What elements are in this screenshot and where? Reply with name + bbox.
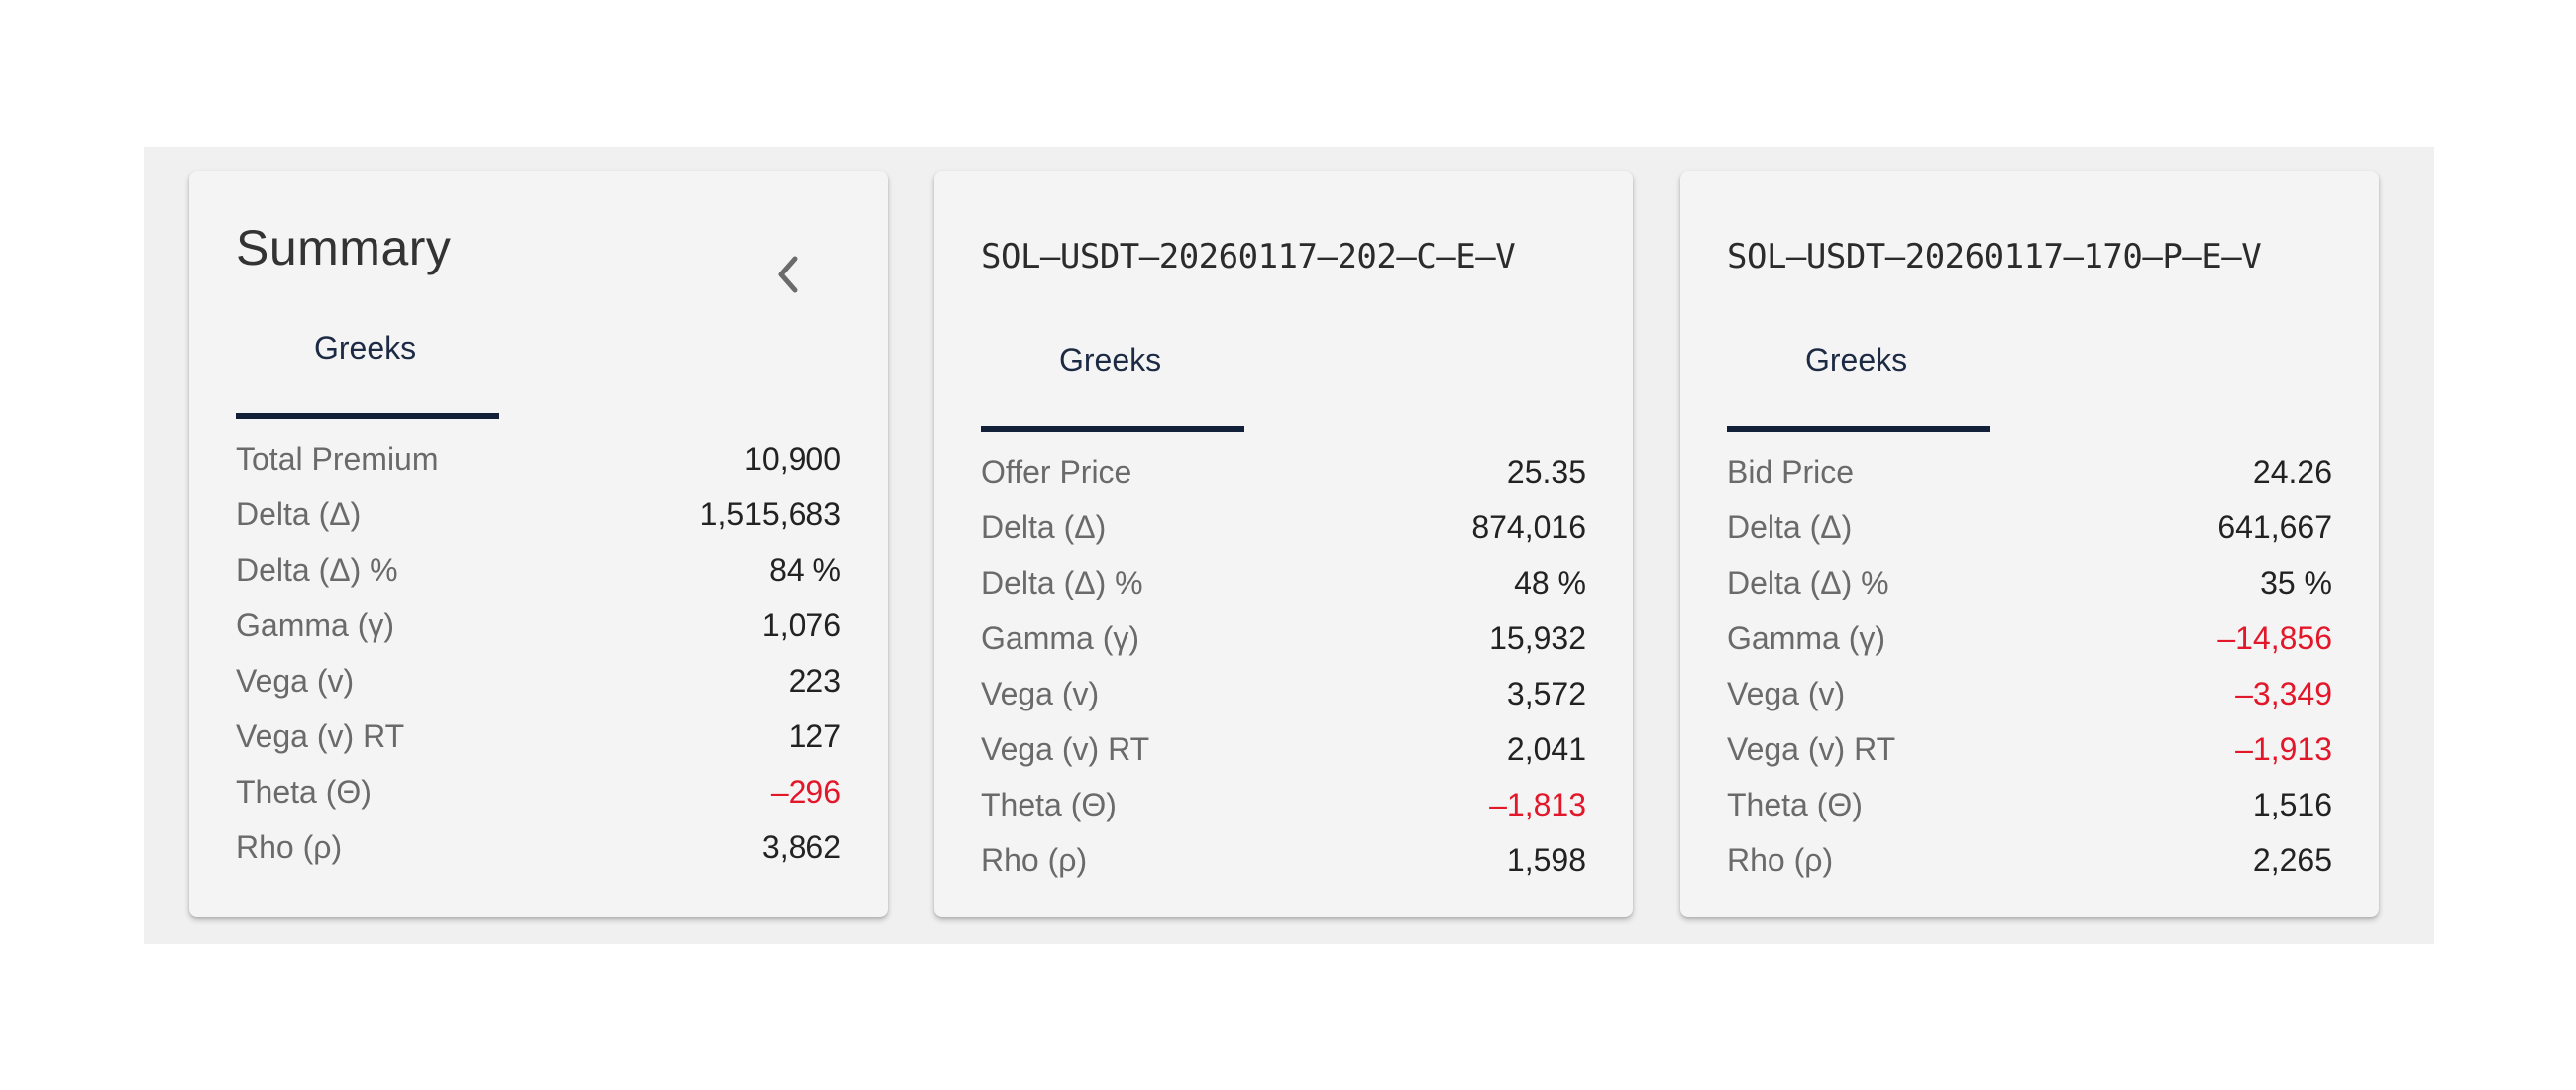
greek-label: Delta (Δ) <box>236 496 362 532</box>
greek-value: 15,932 <box>1489 620 1586 656</box>
greek-row: Rho (ρ) 3,862 <box>236 819 841 875</box>
greek-label: Vega (v) RT <box>1727 731 1896 767</box>
greek-value: –14,856 <box>2217 620 2332 656</box>
greek-value: 127 <box>788 718 841 754</box>
greek-value: –3,349 <box>2235 676 2332 711</box>
greek-label: Delta (Δ) % <box>981 565 1143 600</box>
summary-title: Summary <box>236 220 452 275</box>
greek-label: Total Premium <box>236 441 439 477</box>
greek-row: Gamma (γ) –14,856 <box>1727 610 2332 666</box>
greek-value: –296 <box>770 774 841 810</box>
greek-row: Vega (v) 3,572 <box>981 666 1586 721</box>
greek-row: Theta (Θ) –1,813 <box>981 777 1586 832</box>
greek-row: Vega (v) 223 <box>236 653 841 708</box>
greeks-list: Offer Price 25.35 Delta (Δ) 874,016 Delta (Δ… <box>981 444 1586 888</box>
greek-row: Delta (Δ) 874,016 <box>981 499 1586 555</box>
greek-row: Theta (Θ) 1,516 <box>1727 777 2332 832</box>
greek-row: Gamma (γ) 1,076 <box>236 598 841 653</box>
greek-label: Vega (v) RT <box>981 731 1150 767</box>
greek-value: –1,813 <box>1489 787 1586 822</box>
greek-label: Vega (v) <box>236 663 355 699</box>
greek-value: 3,572 <box>1506 676 1586 711</box>
greek-row: Delta (Δ) % 48 % <box>981 555 1586 610</box>
greek-value: 2,265 <box>2252 842 2332 878</box>
greek-value: 3,862 <box>761 829 841 865</box>
greek-row: Vega (v) RT –1,913 <box>1727 721 2332 777</box>
greek-value: 1,516 <box>2252 787 2332 822</box>
chevron-left-icon[interactable] <box>769 251 806 298</box>
greek-row: Theta (Θ) –296 <box>236 764 841 819</box>
greek-value: 641,667 <box>2217 509 2332 545</box>
greek-label: Delta (Δ) <box>981 509 1107 545</box>
greek-value: 1,515,683 <box>699 496 841 532</box>
greek-row: Gamma (γ) 15,932 <box>981 610 1586 666</box>
greek-value: 1,076 <box>761 607 841 643</box>
greeks-panel: Summary Greeks Total Premium 10,900 Delta … <box>144 147 2434 944</box>
tab-greeks-underline <box>981 426 1244 432</box>
greek-label: Vega (v) <box>981 676 1100 711</box>
greek-label: Rho (ρ) <box>236 829 343 865</box>
greek-row: Vega (v) RT 2,041 <box>981 721 1586 777</box>
greek-label: Bid Price <box>1727 454 1855 490</box>
greek-value: 24.26 <box>2252 454 2332 490</box>
greek-row: Delta (Δ) % 35 % <box>1727 555 2332 610</box>
greek-label: Rho (ρ) <box>981 842 1088 878</box>
greek-label: Gamma (γ) <box>236 607 394 643</box>
greeks-list: Bid Price 24.26 Delta (Δ) 641,667 Delta (Δ) … <box>1727 444 2332 888</box>
greek-row: Vega (v) RT 127 <box>236 708 841 764</box>
instrument-title: SOL–USDT–20260117–170–P–E–V <box>1727 237 2262 276</box>
greek-label: Theta (Θ) <box>981 787 1117 822</box>
greek-value: 2,041 <box>1506 731 1586 767</box>
greek-label: Gamma (γ) <box>981 620 1139 656</box>
greek-label: Theta (Θ) <box>236 774 372 810</box>
greek-value: 48 % <box>1514 565 1586 600</box>
leg-card-put: SOL–USDT–20260117–170–P–E–V Greeks Bid P… <box>1680 171 2379 917</box>
greek-value: 25.35 <box>1506 454 1586 490</box>
greek-row: Rho (ρ) 1,598 <box>981 832 1586 888</box>
greek-value: 223 <box>788 663 841 699</box>
greek-label: Rho (ρ) <box>1727 842 1834 878</box>
greek-label: Vega (v) <box>1727 676 1846 711</box>
greek-value: 1,598 <box>1506 842 1586 878</box>
greek-label: Gamma (γ) <box>1727 620 1885 656</box>
greek-label: Offer Price <box>981 454 1132 490</box>
greek-row: Vega (v) –3,349 <box>1727 666 2332 721</box>
tab-greeks-underline <box>1727 426 1990 432</box>
greek-value: 35 % <box>2260 565 2332 600</box>
instrument-title: SOL–USDT–20260117–202–C–E–V <box>981 237 1516 276</box>
greek-row: Offer Price 25.35 <box>981 444 1586 499</box>
tab-greeks-underline <box>236 413 499 419</box>
greek-label: Vega (v) RT <box>236 718 405 754</box>
greeks-list: Total Premium 10,900 Delta (Δ) 1,515,683 Del… <box>236 431 841 875</box>
leg-card-call: SOL–USDT–20260117–202–C–E–V Greeks Offer… <box>934 171 1633 917</box>
greek-row: Total Premium 10,900 <box>236 431 841 487</box>
greek-value: –1,913 <box>2235 731 2332 767</box>
summary-card: Summary Greeks Total Premium 10,900 Delta … <box>189 171 888 917</box>
tab-greeks[interactable]: Greeks <box>1059 342 1162 378</box>
greek-label: Delta (Δ) % <box>1727 565 1889 600</box>
greek-row: Delta (Δ) 1,515,683 <box>236 487 841 542</box>
greek-label: Theta (Θ) <box>1727 787 1863 822</box>
greek-label: Delta (Δ) <box>1727 509 1853 545</box>
greek-value: 84 % <box>769 552 841 588</box>
greek-row: Delta (Δ) 641,667 <box>1727 499 2332 555</box>
greek-row: Delta (Δ) % 84 % <box>236 542 841 598</box>
greek-value: 10,900 <box>744 441 841 477</box>
tab-greeks[interactable]: Greeks <box>314 330 417 366</box>
tab-greeks[interactable]: Greeks <box>1805 342 1908 378</box>
greek-label: Delta (Δ) % <box>236 552 398 588</box>
greek-value: 874,016 <box>1471 509 1586 545</box>
greek-row: Bid Price 24.26 <box>1727 444 2332 499</box>
greek-row: Rho (ρ) 2,265 <box>1727 832 2332 888</box>
